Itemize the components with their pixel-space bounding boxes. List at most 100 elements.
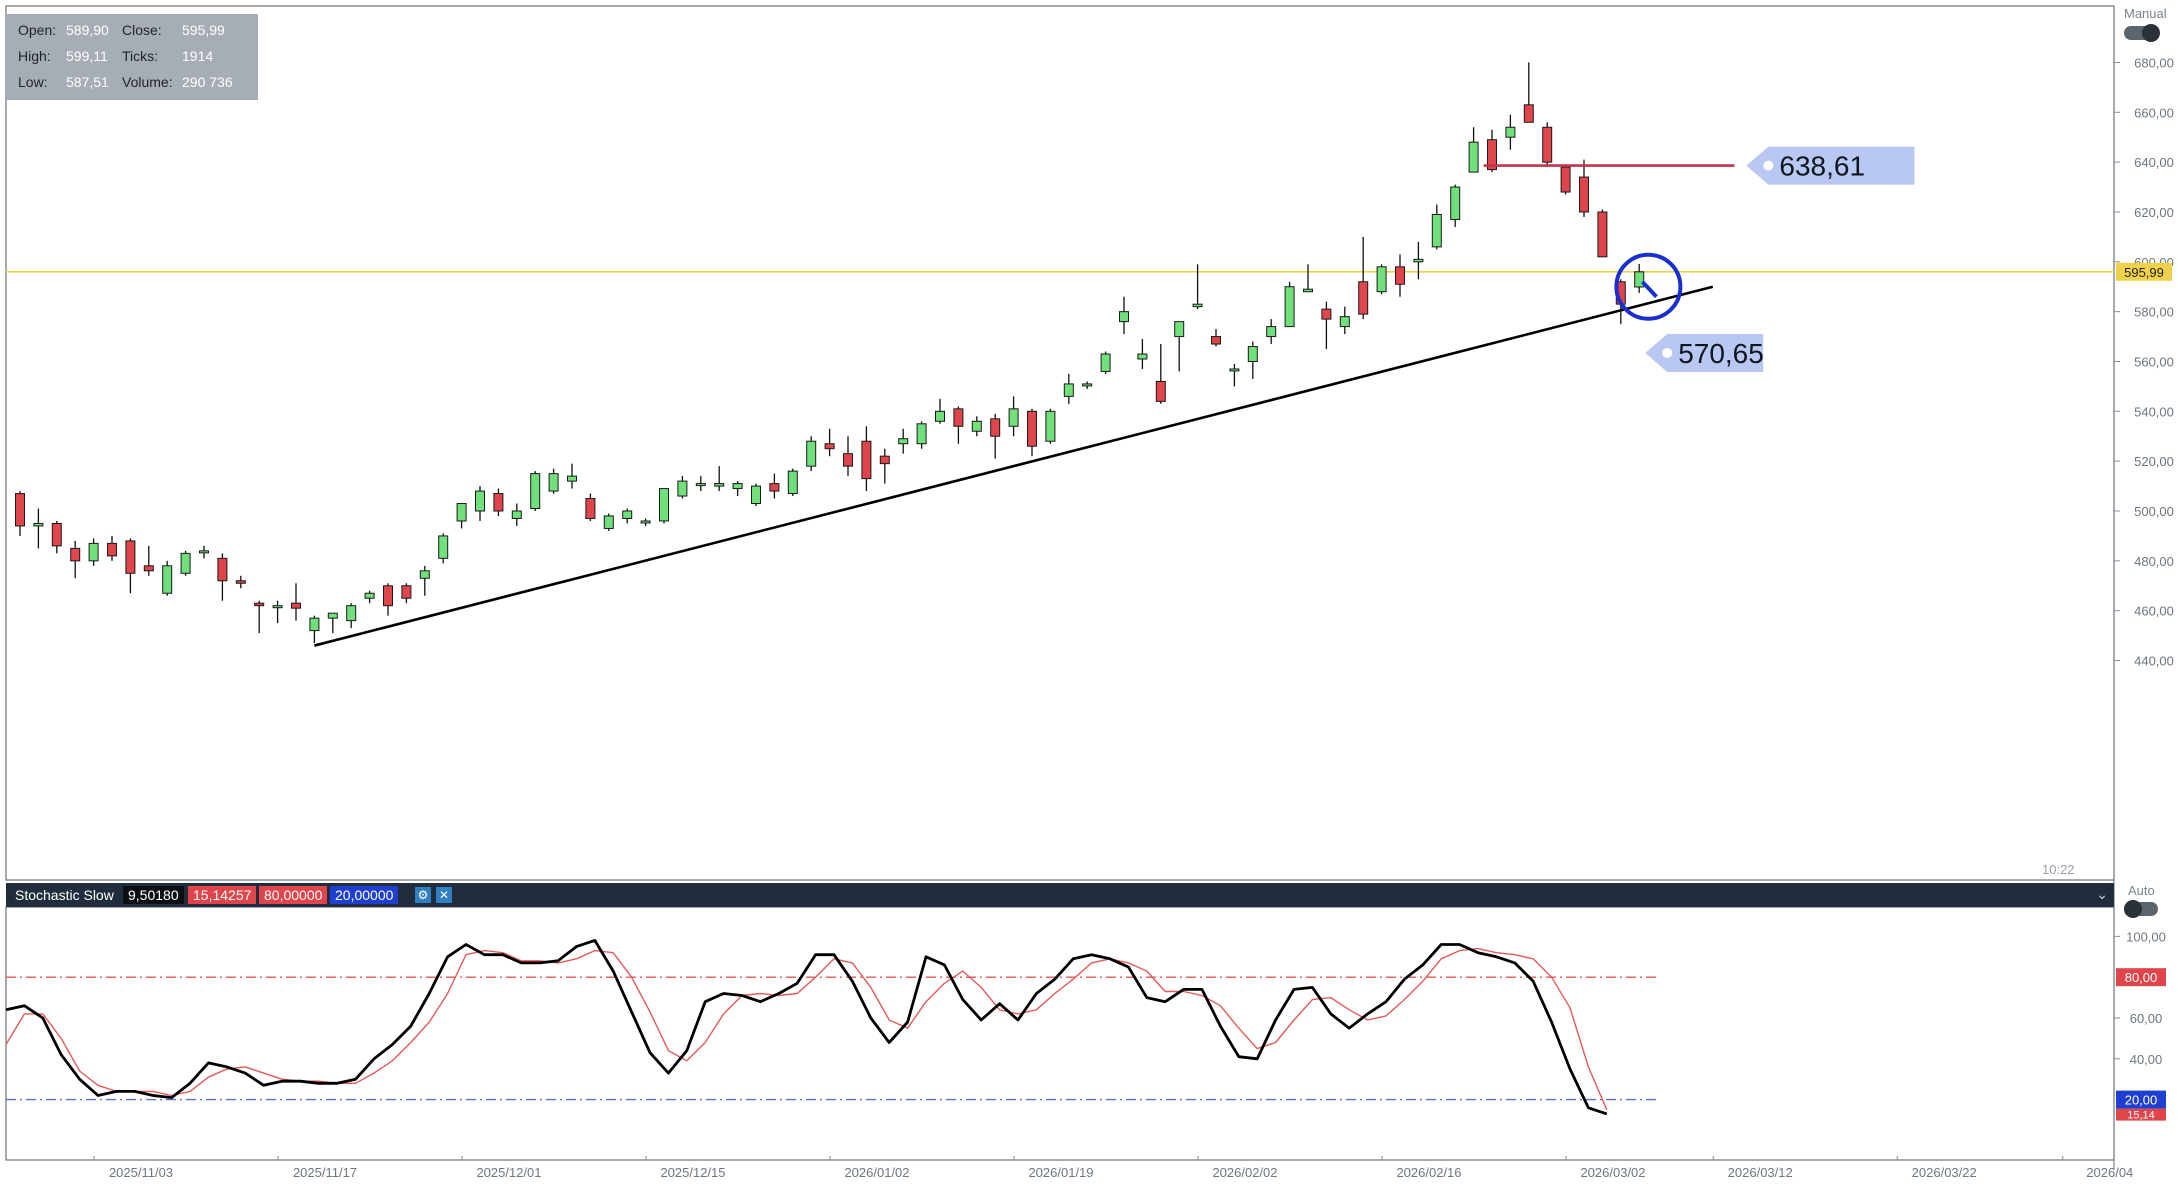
candle-body-bull [567,475,577,482]
candle-body-bull [1247,346,1258,362]
candle-body-bull [1137,353,1148,360]
resistance-price-callout [1746,146,1915,185]
candle-body-bull [456,503,467,522]
candle-body-bull [1045,410,1056,442]
candle-body-bear [493,493,504,512]
price-scale-mode-label: Manual [2124,6,2167,21]
candle-body-bear [879,455,890,465]
candle-body-bull [806,440,817,467]
candle-body-bull [180,552,191,574]
candle-body-bear [1321,308,1332,320]
candle-body-bull [1339,316,1350,328]
candle [199,545,209,559]
candle [769,473,780,499]
candle [1192,264,1203,310]
candle-body-bull [714,483,725,487]
candle-body-bull [1063,383,1074,397]
candle [1431,204,1442,250]
candle [1266,319,1277,345]
candle [1468,127,1479,173]
candle-body-bear [1579,176,1589,213]
candle-body-bear [843,453,853,467]
candle [990,413,1001,459]
candle [1579,159,1589,217]
candle-body-bull [640,520,651,524]
candle [1395,254,1405,297]
candle [291,583,301,621]
candle-body-bull [199,550,209,554]
candle-body-bull [309,617,320,632]
indicator-settings-icon[interactable]: ⚙ [415,887,431,903]
candle [88,538,99,566]
price-scale-toggle[interactable] [2124,24,2160,42]
stoch-k-line [5,939,1608,1116]
candle-body-bull [1284,286,1295,328]
price-pane [5,5,2115,881]
current-price-tag-label: 595,99 [2124,265,2164,280]
candle-body-bull [1413,258,1424,263]
candle-body-bull [1192,303,1203,308]
candle [346,603,357,629]
candle [1082,381,1093,389]
candle [1413,241,1424,280]
candle [1523,62,1534,123]
resistance-price-label: 638,61 [1779,151,1865,182]
price-tick-label: 440,00 [2134,654,2174,669]
candle [511,503,522,526]
low-label: Low: [18,74,48,90]
chevron-down-icon[interactable]: ⌄ [2096,886,2108,902]
candle-body-bull [1229,368,1240,372]
candle-body-bear [107,542,117,557]
candle-body-bull [695,483,706,487]
candle [70,540,81,579]
x-tick-label: 2025/11/17 [293,1165,357,1180]
support-trendline [314,285,1714,647]
candle-body-bull [916,423,927,445]
candle [1008,396,1019,437]
support-price-label: 570,65 [1678,338,1764,369]
candle [254,600,265,634]
stoch-k-chip: 9,50180 [123,886,184,904]
candle-body-bull [732,483,743,490]
indicator-tick-label: 60,00 [2130,1011,2163,1026]
indicator-tick-label: 40,00 [2130,1052,2163,1067]
candle [953,406,964,444]
candle-body-bull [1505,126,1516,138]
candle [714,466,725,492]
price-tick-label: 580,00 [2134,305,2174,320]
x-tick-label: 2025/12/01 [476,1165,541,1180]
open-label: Open: [18,22,57,38]
indicator-close-icon[interactable]: ✕ [436,887,452,903]
indicator-scale-toggle[interactable] [2124,900,2158,918]
price-tick-label: 640,00 [2134,155,2174,170]
candle-body-bear [235,580,246,584]
candle-body-bear [254,602,265,607]
candle-body-bull [1431,213,1442,248]
candle [1119,296,1129,335]
time-label: 10:22 [2042,862,2075,877]
candle-body-bear [401,585,412,599]
upper-level-chip: 80,00000 [259,886,328,904]
volume-value: 290 736 [182,74,233,90]
upper-level-tag [2116,968,2166,987]
price-tick-label: 520,00 [2134,454,2174,469]
candle-body-bull [1634,271,1645,288]
x-tick-label: 2026/03/22 [1912,1165,1977,1180]
candle [1597,209,1608,258]
d-last-tag [2116,1108,2166,1121]
candle-body-bull [530,473,541,510]
candle [33,508,44,549]
candle-body-bear [70,547,81,562]
candle-body-bull [272,605,283,609]
candle-body-bull [622,510,633,519]
indicator-header-bar: Stochastic Slow 9,50180 15,14257 80,0000… [6,883,2114,907]
volume-label: Volume: [122,74,173,90]
close-label: Close: [122,22,162,38]
candle [677,476,688,499]
candle-body-bear [51,522,62,547]
candle-body-bull [1082,383,1093,387]
candle-body-bear [1155,380,1166,402]
candle-body-bear [291,602,301,609]
cursor-arrow-icon [1640,280,1658,299]
